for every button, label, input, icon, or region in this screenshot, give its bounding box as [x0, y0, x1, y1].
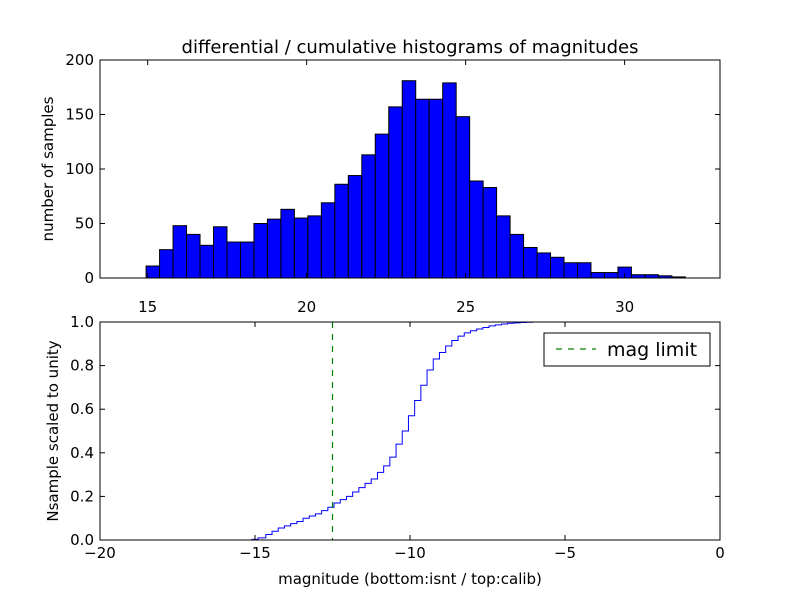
histogram-bar [361, 154, 376, 279]
y-tick-label: 0.6 [70, 400, 94, 418]
top-y-axis-label: number of samples [39, 96, 57, 241]
top-chart-title: differential / cumulative histograms of … [182, 37, 639, 58]
top-histogram-panel: differential / cumulative histograms of … [39, 37, 721, 316]
x-tick-label: 25 [456, 298, 475, 316]
y-tick-label: 200 [65, 51, 94, 69]
y-tick-label: 0 [84, 269, 94, 287]
y-tick-label: 0.0 [70, 531, 94, 549]
histogram-bar [239, 241, 255, 279]
bottom-y-axis-label: Nsample scaled to unity [44, 340, 62, 521]
y-tick-label: 50 [75, 215, 94, 233]
histogram-bar [590, 272, 605, 279]
x-tick-label: 30 [615, 298, 634, 316]
histogram-bar [603, 272, 619, 279]
x-tick-label: −15 [239, 544, 271, 562]
y-tick-label: 1.0 [70, 313, 94, 331]
bottom-axis-ticks: −20 −15 −10 −5 0 0.0 0.2 0.4 0.6 0.8 1.0 [70, 313, 725, 562]
histogram-bar [401, 80, 417, 279]
histogram-bar [482, 187, 498, 279]
histogram-bar [469, 180, 484, 279]
histogram-bar [172, 225, 188, 279]
histogram-bar [455, 116, 471, 279]
histogram-bar [523, 246, 538, 279]
x-tick-label: 20 [297, 298, 316, 316]
histogram-bar [374, 133, 390, 279]
histogram-bar [293, 217, 309, 279]
histogram-bar [536, 252, 552, 279]
top-axes-frame [99, 59, 721, 279]
histogram-bars [145, 80, 686, 279]
y-tick-label: 150 [65, 106, 94, 124]
histogram-bar [159, 249, 174, 279]
bottom-cumulative-panel: Nsample scaled to unity magnitude (botto… [44, 313, 725, 588]
histogram-bar [577, 262, 592, 279]
histogram-bar [307, 215, 322, 279]
x-tick-label: −5 [554, 544, 576, 562]
histogram-bar [334, 183, 349, 279]
bottom-x-axis-label: magnitude (bottom:isnt / top:calib) [278, 570, 542, 588]
legend-mag-limit-label: mag limit [607, 339, 697, 361]
x-tick-label: 0 [715, 544, 725, 562]
x-tick-label: −10 [394, 544, 426, 562]
legend: mag limit [543, 332, 711, 367]
histogram-bar [388, 106, 403, 279]
histogram-bar [496, 215, 511, 279]
histogram-bar [347, 175, 363, 279]
y-tick-label: 0.2 [70, 487, 94, 505]
cumulative-lines [100, 321, 721, 541]
histogram-bar [280, 208, 295, 279]
histogram-bar [550, 256, 565, 279]
histogram-bar [320, 202, 336, 279]
histogram-bar [186, 233, 201, 279]
y-tick-label: 0.8 [70, 357, 94, 375]
cumulative-step-line [100, 321, 721, 541]
y-tick-label: 0.4 [70, 444, 94, 462]
histogram-bar [563, 262, 578, 279]
top-axis-ticks: 15 20 25 30 0 50 100 150 200 [65, 51, 720, 316]
histogram-bar [415, 98, 430, 279]
histogram-bar [266, 218, 282, 279]
bottom-axes-frame [99, 321, 721, 541]
histogram-bar [509, 233, 525, 279]
x-tick-label: −20 [84, 544, 116, 562]
histogram-bar [428, 98, 444, 279]
histogram-bar [199, 244, 215, 279]
histogram-bar [213, 226, 228, 279]
x-tick-label: 15 [138, 298, 157, 316]
y-tick-label: 100 [65, 160, 94, 178]
histogram-bar [442, 82, 457, 279]
histogram-bar [253, 223, 268, 279]
histogram-bar [226, 241, 241, 279]
